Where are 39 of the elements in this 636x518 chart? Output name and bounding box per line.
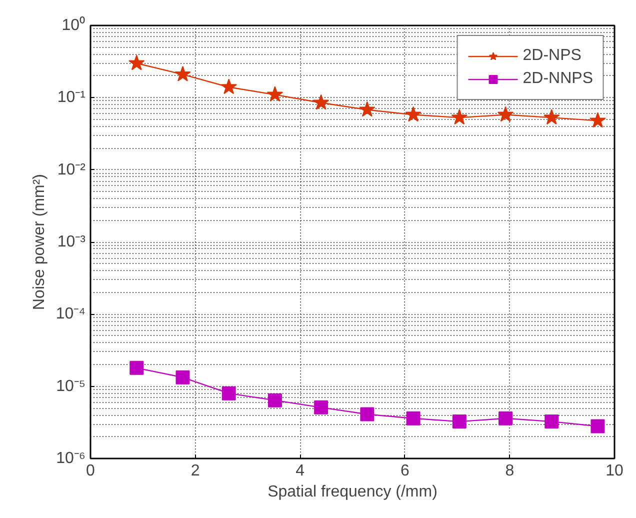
- y-tick-label: 10⁻³: [57, 234, 86, 250]
- point: [174, 66, 191, 82]
- y-tick-label: 10⁻⁶: [56, 450, 86, 467]
- point: [498, 411, 513, 426]
- point: [406, 411, 420, 426]
- x-axis-title: Spatial frequency (/mm): [268, 484, 438, 500]
- y-tick-label: 10⁰: [62, 16, 86, 34]
- x-tick-label: 4: [296, 462, 305, 480]
- point: [360, 407, 374, 422]
- x-tick-label: 0: [86, 462, 96, 480]
- point: [128, 54, 145, 70]
- point: [268, 393, 282, 408]
- y-tick-label: 10⁻⁴: [56, 306, 86, 323]
- y-axis-title: Noise power (mm²): [30, 174, 48, 310]
- point: [176, 370, 190, 384]
- point: [266, 86, 284, 102]
- y-tick-label: 10⁻⁵: [56, 378, 86, 395]
- point: [544, 109, 560, 125]
- point: [590, 419, 605, 434]
- legend-label: 2D-NNPS: [522, 70, 593, 88]
- point: [359, 101, 376, 117]
- point: [451, 109, 468, 125]
- point: [312, 94, 330, 110]
- y-tick-label: 10⁻¹: [57, 89, 86, 106]
- point: [544, 414, 559, 429]
- point: [452, 414, 466, 429]
- x-tick-label: 6: [400, 462, 410, 480]
- x-tick-label: 2: [190, 462, 200, 480]
- point: [590, 112, 606, 128]
- point: [222, 386, 236, 400]
- point: [314, 400, 328, 414]
- x-tick-label: 10: [606, 462, 624, 480]
- x-tick-label: 8: [505, 462, 514, 480]
- point: [220, 78, 237, 94]
- point: [130, 360, 144, 375]
- point: [405, 106, 422, 122]
- y-tick-label: 10⁻²: [57, 161, 86, 178]
- point: [497, 106, 514, 122]
- legend-label: 2D-NPS: [522, 47, 582, 65]
